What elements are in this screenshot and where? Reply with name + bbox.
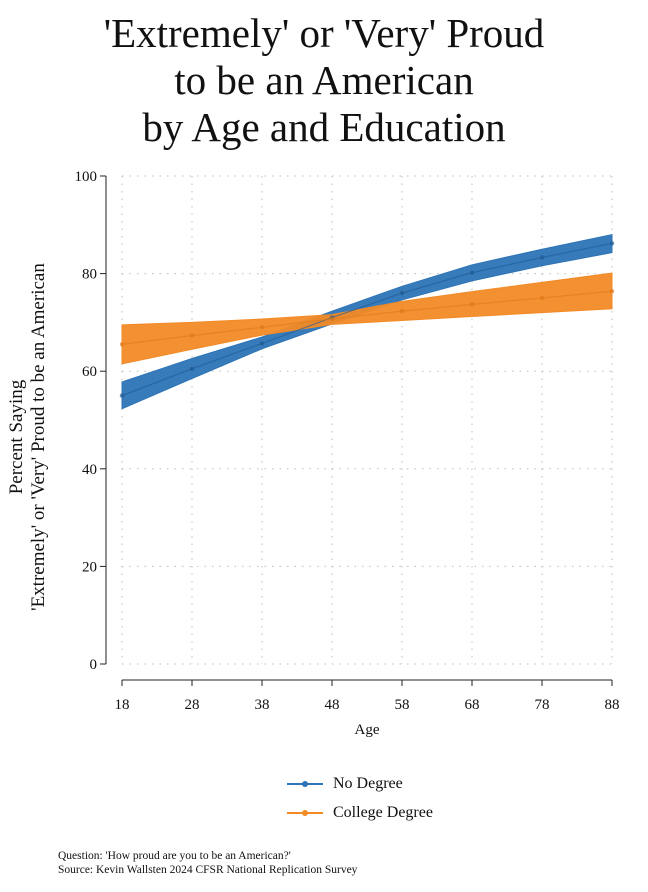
- x-tick-label-18: 18: [115, 697, 130, 713]
- legend-marker-no-degree: [287, 781, 323, 787]
- point-no-degree-38: [259, 341, 265, 346]
- footnote-source: Source: Kevin Wallsten 2024 CFSR Nationa…: [58, 864, 358, 876]
- title-line-1: 'Extremely' or 'Very' Proud: [103, 10, 545, 56]
- x-tick-label-78: 78: [535, 697, 550, 713]
- point-no-degree-18: [119, 393, 125, 398]
- point-college-degree-38: [259, 325, 265, 330]
- x-tick-label-68: 68: [465, 697, 480, 713]
- y-tick-label-100: 100: [75, 169, 98, 185]
- point-no-degree-68: [469, 270, 475, 275]
- legend-label-college-degree: College Degree: [333, 804, 433, 821]
- title-line-2: to be an American: [174, 57, 474, 103]
- x-tick-label-48: 48: [325, 697, 340, 713]
- point-college-degree-58: [399, 308, 405, 314]
- x-tick-label-38: 38: [255, 697, 270, 713]
- series-line-no-degree: [121, 242, 613, 397]
- point-no-degree-88: [609, 241, 615, 246]
- confidence-band-college-degree: [121, 272, 613, 365]
- point-no-degree-28: [189, 366, 195, 371]
- point-no-degree-78: [539, 255, 545, 260]
- legend-item-no-degree: No Degree: [287, 774, 403, 794]
- title-line-3: by Age and Education: [142, 104, 506, 150]
- legend-marker-college-degree: [287, 810, 323, 816]
- point-college-degree-18: [119, 342, 125, 347]
- y-axis-label-line-1: Percent Saying: [6, 379, 27, 495]
- y-tick-label-0: 0: [90, 657, 98, 673]
- x-axis-label: Age: [354, 722, 380, 738]
- point-college-degree-48: [329, 316, 335, 322]
- y-tick-label-40: 40: [82, 462, 97, 478]
- point-no-degree-58: [399, 290, 405, 296]
- series-line-college-degree: [121, 290, 613, 345]
- y-tick-label-20: 20: [82, 559, 97, 575]
- y-axis-label: Percent Saying 'Extremely' or 'Very' Pro…: [6, 263, 50, 611]
- point-college-degree-78: [539, 295, 545, 301]
- x-tick-label-58: 58: [395, 697, 410, 713]
- x-tick-label-88: 88: [605, 697, 620, 713]
- point-college-degree-68: [469, 302, 475, 307]
- chart-title: 'Extremely' or 'Very' Proud to be an Ame…: [0, 10, 648, 151]
- footnote: Question: 'How proud are you to be an Am…: [58, 849, 357, 877]
- legend-label-no-degree: No Degree: [333, 775, 403, 792]
- y-axis-label-line-2: 'Extremely' or 'Very' Proud to be an Ame…: [28, 263, 49, 611]
- y-tick-label-80: 80: [82, 267, 97, 283]
- footnote-question: Question: 'How proud are you to be an Am…: [58, 850, 291, 862]
- legend-item-college-degree: College Degree: [287, 803, 433, 823]
- y-tick-label-60: 60: [82, 364, 97, 380]
- point-college-degree-28: [189, 333, 195, 338]
- x-tick-label-28: 28: [185, 697, 200, 713]
- point-college-degree-88: [609, 288, 615, 294]
